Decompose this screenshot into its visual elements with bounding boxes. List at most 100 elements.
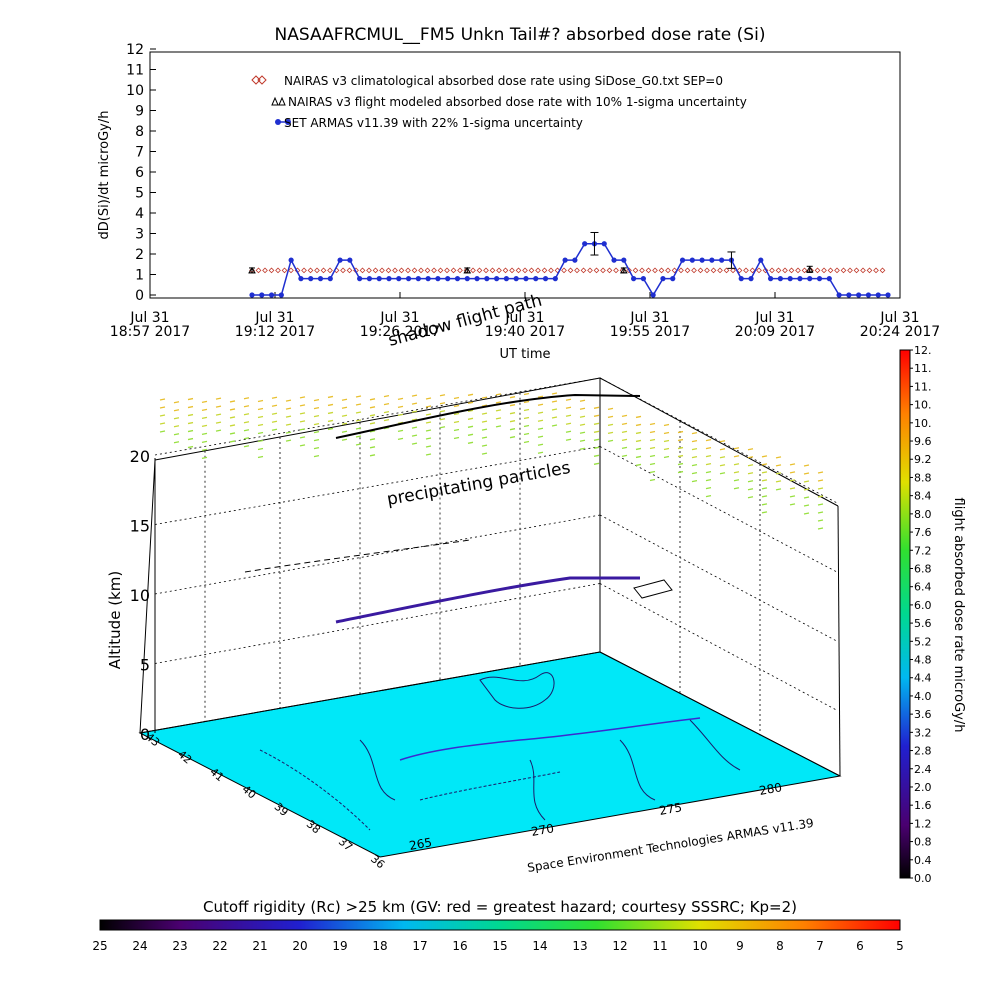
altitude-gridline [154, 377, 601, 456]
altitude-tick-label: 0 [140, 725, 150, 744]
altitude-tick-label: 10 [130, 586, 150, 605]
armas-point [494, 276, 500, 282]
particle-mark [621, 446, 628, 450]
particle-mark [747, 480, 754, 483]
particle-mark [453, 436, 460, 440]
nairas-clim-point [782, 267, 788, 274]
rigidity-tick-label: 22 [212, 939, 227, 953]
particle-mark [271, 420, 278, 423]
particle-mark [817, 471, 824, 474]
altitude-tick-label: 15 [130, 517, 150, 536]
particle-mark [299, 404, 306, 407]
particle-mark [355, 427, 362, 430]
particle-mark [397, 397, 404, 401]
back-wall-right-edge [837, 505, 841, 777]
particle-mark [411, 410, 418, 413]
particle-mark [607, 415, 614, 418]
particle-mark [803, 480, 810, 483]
particle-mark [663, 447, 670, 451]
particle-mark [453, 428, 460, 432]
x-tick-time: 19:40 2017 [485, 324, 565, 340]
nairas-clim-point [262, 267, 268, 274]
particle-mark [495, 393, 502, 396]
armas-point [738, 276, 744, 282]
armas-point [777, 276, 783, 282]
rigidity-tick-label: 6 [856, 939, 864, 953]
particle-mark [383, 426, 390, 430]
nairas-clim-point [366, 267, 372, 274]
nairas-clim-point [476, 267, 483, 274]
particle-mark [397, 437, 404, 441]
particle-mark [201, 448, 208, 451]
nairas-clim-point [457, 267, 463, 274]
particle-mark [355, 443, 362, 446]
particle-mark [159, 406, 166, 409]
particle-mark [187, 397, 194, 401]
nairas-clim-point [268, 267, 275, 274]
particle-mark [551, 400, 558, 403]
particle-mark [229, 400, 236, 403]
flight-path-projection [244, 539, 471, 573]
particle-mark [383, 402, 390, 406]
nairas-clim-point [392, 267, 398, 274]
particle-mark [649, 478, 656, 482]
particle-mark [691, 463, 698, 467]
particle-mark [663, 439, 670, 443]
particle-mark [481, 452, 488, 455]
armas-point [807, 276, 813, 282]
particle-mark [817, 487, 824, 490]
legend-label-armas: SET ARMAS v11.39 with 22% 1-sigma uncert… [284, 116, 583, 130]
series-nairas-climatological [249, 267, 886, 274]
x-tick-time: 18:57 2017 [110, 324, 190, 340]
dose-colorbar-label: flight absorbed dose rate microGy/h [951, 498, 966, 733]
particle-mark [789, 479, 796, 482]
colorbar-tick-label: 9.2 [914, 453, 932, 466]
particle-mark [677, 470, 684, 474]
particle-mark [173, 417, 180, 420]
particle-mark [803, 472, 810, 475]
particle-mark [495, 425, 502, 428]
particle-mark [677, 446, 684, 450]
armas-point [464, 276, 470, 282]
nairas-clim-point [814, 267, 821, 274]
armas-point [552, 276, 558, 282]
altitude-gridline [154, 514, 601, 595]
particle-mark [187, 421, 194, 425]
particle-mark [691, 471, 698, 475]
particle-mark [173, 433, 180, 436]
rigidity-tick-label: 13 [572, 939, 587, 953]
nairas-clim-point [398, 267, 405, 274]
particle-mark [705, 479, 712, 482]
longitude-tick-label: 280 [758, 780, 783, 798]
y-tick-label: 7 [135, 145, 144, 161]
particle-mark [201, 432, 208, 435]
x-tick-date: Jul 31 [504, 310, 544, 326]
chart-title: NASAAFRCMUL__FM5 Unkn Tail#? absorbed do… [275, 25, 766, 45]
nairas-clim-point [593, 267, 600, 274]
rigidity-tick-label: 15 [492, 939, 507, 953]
nairas-clim-point [580, 267, 587, 274]
particle-mark [271, 428, 278, 431]
particle-mark [593, 462, 600, 465]
particle-mark [271, 412, 278, 415]
particle-mark [201, 416, 208, 419]
particle-mark [411, 418, 418, 421]
particle-mark [299, 420, 306, 423]
particle-mark [733, 479, 740, 482]
particle-mark [523, 440, 530, 444]
particle-mark [789, 495, 796, 498]
particle-mark [537, 403, 544, 406]
altitude-axis-label: Altitude (km) [106, 571, 124, 669]
nairas-clim-point [372, 267, 379, 274]
dose-colorbar-ticks: 0.0 0.4 0.8 1.2 1.6 2.0 2.4 2.8 3.2 3.6 4.0 4.4 4.8 5… [910, 344, 932, 885]
nairas-clim-point [470, 267, 476, 274]
nairas-clim-point [509, 267, 515, 274]
particle-mark [425, 453, 432, 456]
nairas-clim-point [866, 267, 873, 274]
colorbar-tick-label: 5.6 [914, 617, 932, 630]
colorbar-tick-label: 3.6 [914, 708, 932, 721]
particle-mark [173, 401, 180, 404]
nairas-clim-point [385, 267, 392, 274]
particle-mark [635, 455, 642, 459]
armas-point [268, 292, 275, 298]
